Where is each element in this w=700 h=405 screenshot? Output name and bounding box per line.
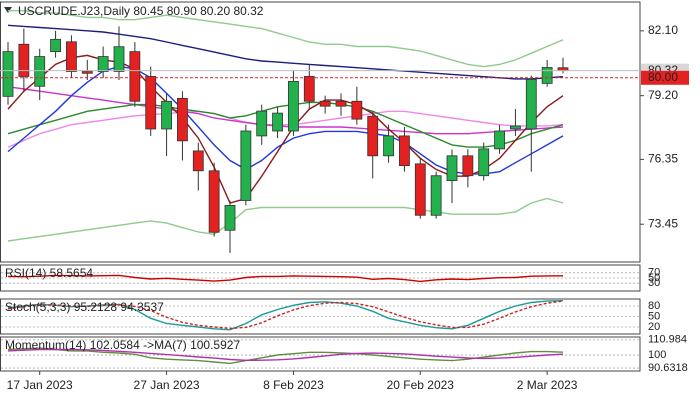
indicator-line <box>7 274 564 283</box>
y-tick-label: 30 <box>648 277 660 289</box>
candle-body <box>224 205 236 231</box>
candle-body <box>256 110 268 137</box>
level-label: 80.00 <box>648 70 678 84</box>
y-tick-label: 100 <box>648 349 666 361</box>
candle-body <box>288 80 299 132</box>
panel-frame <box>0 336 641 372</box>
y-tick-label: 73.45 <box>648 216 678 230</box>
indicator-line <box>7 101 564 148</box>
candle-body <box>383 135 394 157</box>
indicator-line <box>7 347 564 365</box>
indicator-line <box>7 110 564 148</box>
candle-body <box>50 38 61 53</box>
candle-body <box>430 175 442 216</box>
candle-body <box>177 97 188 142</box>
candle-body <box>145 76 157 130</box>
y-tick-label: 79.20 <box>648 88 678 102</box>
chart-title: USCRUDE.J23,Daily 80.45 80.90 80.20 80.3… <box>18 4 264 18</box>
x-tick-label: 27 Jan 2023 <box>134 378 200 392</box>
candle-body <box>113 46 125 72</box>
candle-body <box>510 125 521 130</box>
y-tick-label: 82.10 <box>648 23 678 37</box>
candle-body <box>351 100 363 120</box>
candle-body <box>414 163 426 216</box>
indicator-line <box>7 86 564 135</box>
candle-body <box>446 155 458 182</box>
candle-body <box>18 43 30 77</box>
candle-body <box>367 115 379 157</box>
candle-body <box>303 76 315 102</box>
y-tick-label: 20 <box>648 321 660 333</box>
indicator-line <box>7 300 564 330</box>
candle-body <box>129 51 141 102</box>
candle-body <box>2 51 14 97</box>
y-tick-label: 76.35 <box>648 152 678 166</box>
indicator-title: Momentum(14) 102.0584 ->MA(7) 100.5927 <box>5 338 240 352</box>
candle-body <box>319 100 331 107</box>
candle-body <box>525 78 537 130</box>
candle-body <box>97 56 109 72</box>
candle-body <box>399 135 410 167</box>
indicator-line <box>7 197 564 242</box>
level-box <box>641 70 689 85</box>
candle-body <box>66 41 77 72</box>
candle-body <box>272 112 283 132</box>
indicator-title: Stoch(5,3,3) 95.2128 94.3537 <box>5 300 164 314</box>
y-tick-label: 50 <box>648 272 660 284</box>
y-tick-label: 110.984 <box>648 334 687 346</box>
panel-frame <box>0 1 641 263</box>
candle-body <box>478 148 490 177</box>
y-tick-label: 70 <box>648 267 660 279</box>
indicator-title: RSI(14) 58.5654 <box>5 266 93 280</box>
indicator-line <box>7 24 564 80</box>
x-tick-label: 2 Mar 2023 <box>517 378 578 392</box>
indicator-line <box>8 10 564 68</box>
x-tick-label: 20 Feb 2023 <box>387 378 455 392</box>
candle-body <box>240 130 252 201</box>
candle-body <box>541 67 553 84</box>
candle-body <box>335 100 347 107</box>
candle-body <box>192 150 204 172</box>
y-tick-label: 50 <box>648 310 660 322</box>
panel-frame <box>0 264 641 292</box>
candle-body <box>494 130 505 150</box>
x-tick-label: 17 Jan 2023 <box>7 378 73 392</box>
candle-body <box>208 170 220 233</box>
y-tick-label: 80 <box>648 300 660 312</box>
y-tick-label: 90.6318 <box>648 362 688 374</box>
candle-body <box>161 100 172 130</box>
candle-body <box>462 155 474 177</box>
panel-frame <box>0 298 641 335</box>
indicator-line <box>7 348 564 362</box>
candle-body <box>34 56 46 87</box>
candle-body <box>81 70 93 74</box>
x-tick-label: 8 Feb 2023 <box>263 378 324 392</box>
